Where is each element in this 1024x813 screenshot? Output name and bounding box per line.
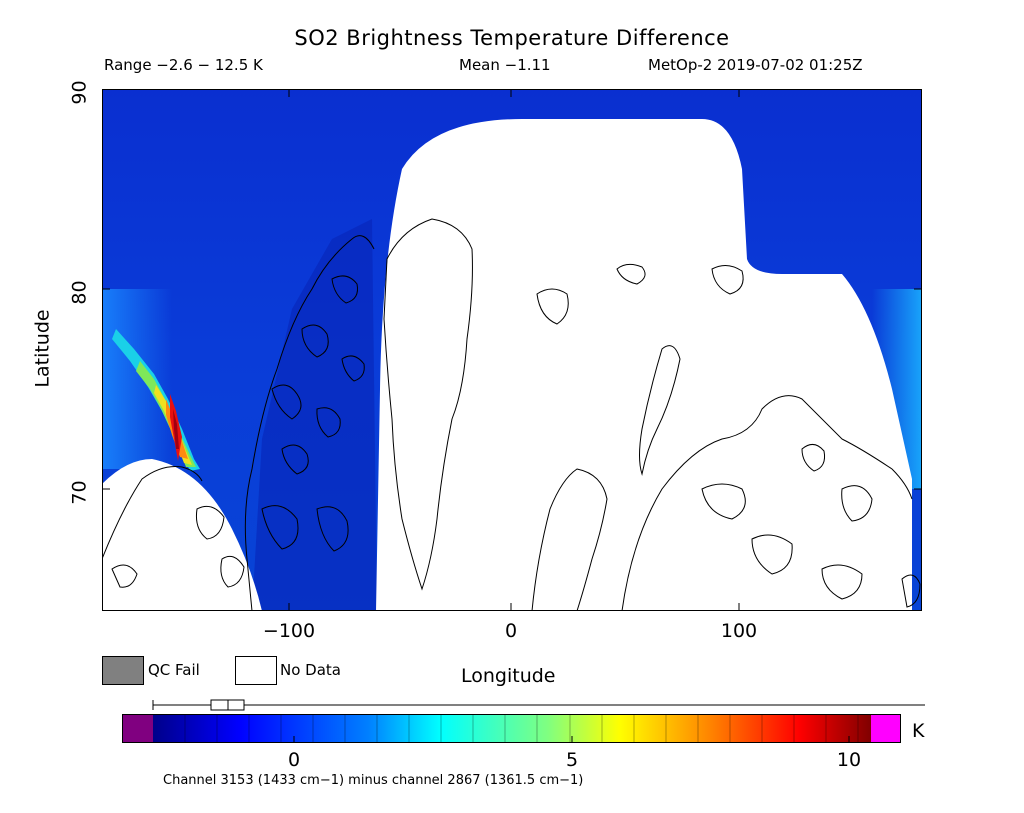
map-plot bbox=[102, 89, 922, 611]
coastline-canadian-archipelago bbox=[244, 235, 375, 611]
no-data-swatch bbox=[235, 656, 277, 685]
no-data-region-west bbox=[102, 459, 262, 611]
distribution-boxplot bbox=[152, 699, 925, 711]
no-data-region-central bbox=[376, 119, 912, 611]
coastline-svalbard bbox=[536, 288, 569, 325]
coastlines bbox=[102, 218, 921, 611]
y-axis-label: Latitude bbox=[31, 309, 54, 388]
edge-glow-left bbox=[102, 289, 172, 469]
colorbar-tick-5: 5 bbox=[565, 749, 579, 771]
colorbar bbox=[122, 714, 901, 743]
coastline-greenland bbox=[383, 218, 473, 591]
so2-plume bbox=[112, 329, 200, 471]
range-label: Range −2.6 − 12.5 K bbox=[104, 56, 263, 74]
y-tick-90: 90 bbox=[68, 80, 91, 105]
plot-frame bbox=[102, 89, 922, 611]
coastline-alaska bbox=[102, 466, 203, 560]
coastline-siberia bbox=[621, 395, 913, 611]
channel-note: Channel 3153 (1433 cm−1) minus channel 2… bbox=[163, 773, 584, 788]
colorbar-over bbox=[871, 714, 901, 743]
y-tick-80: 80 bbox=[68, 280, 91, 305]
axis-ticks bbox=[102, 89, 922, 611]
x-tick-neg100: −100 bbox=[262, 620, 316, 642]
x-tick-100: 100 bbox=[720, 620, 758, 642]
coastline-novaya-zemlya bbox=[639, 345, 681, 476]
no-data-label: No Data bbox=[280, 661, 341, 679]
qc-fail-swatch bbox=[102, 656, 144, 685]
colorbar-gradient bbox=[153, 714, 871, 743]
map-title: SO2 Brightness Temperature Difference bbox=[294, 26, 730, 50]
colorbar-tick-10: 10 bbox=[836, 749, 862, 771]
colorbar-under bbox=[122, 714, 153, 743]
qc-fail-label: QC Fail bbox=[148, 661, 200, 679]
x-axis-label: Longitude bbox=[461, 665, 556, 687]
satellite-time-label: MetOp-2 2019-07-02 01:25Z bbox=[648, 56, 863, 74]
dark-band bbox=[252, 219, 377, 611]
x-tick-0: 0 bbox=[504, 620, 518, 642]
colorbar-tick-0: 0 bbox=[287, 749, 301, 771]
y-tick-70: 70 bbox=[68, 480, 91, 505]
mean-label: Mean −1.11 bbox=[459, 56, 551, 74]
coastline-scandinavia bbox=[531, 468, 608, 611]
colorbar-unit: K bbox=[912, 720, 925, 742]
